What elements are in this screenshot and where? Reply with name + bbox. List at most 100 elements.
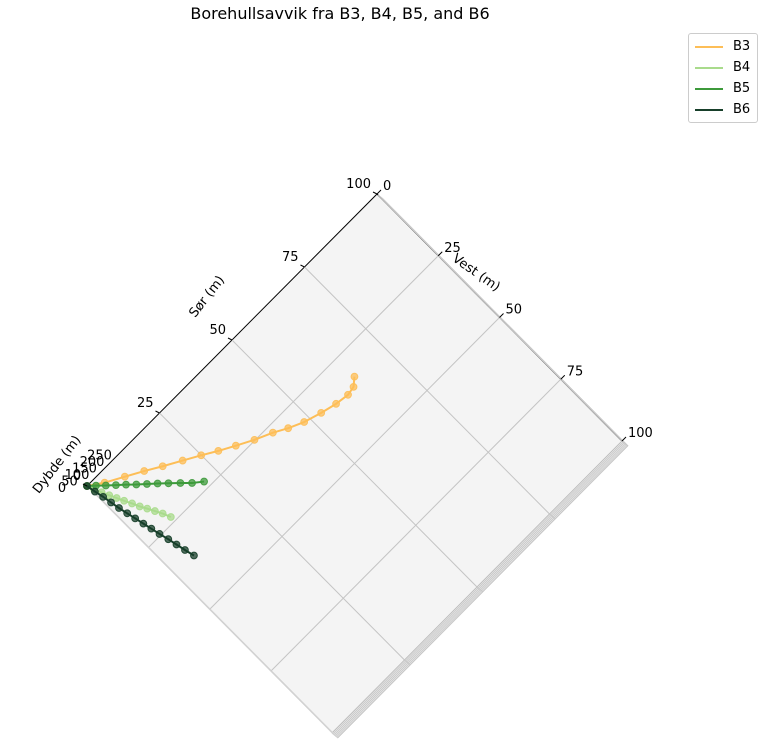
series-point-b6: [190, 551, 198, 560]
series-point-b6: [164, 535, 173, 544]
grid-layer: [87, 194, 629, 739]
legend-item-b3: B3: [695, 37, 755, 57]
z-tick-label: 200: [80, 455, 105, 470]
legend-label-b3: B3: [733, 39, 751, 54]
y-tick-label: 25: [137, 396, 154, 411]
x-tick: [499, 313, 504, 318]
series-point-b6: [99, 492, 108, 501]
series-point-b5: [176, 479, 185, 487]
series-point-b6: [139, 519, 148, 528]
x-tick: [621, 436, 627, 442]
series-point-b5: [143, 480, 151, 488]
series-point-b6: [123, 509, 132, 518]
y-tick-label: 50: [209, 323, 226, 338]
grid-line-y: [209, 317, 500, 610]
series-layer: [83, 372, 359, 560]
series-point-b3: [268, 428, 277, 437]
series-point-b3: [284, 424, 293, 433]
x-tick: [376, 189, 382, 195]
legend-item-b4: B4: [695, 58, 755, 78]
series-point-b4: [143, 504, 152, 513]
z-tick-label: 100: [65, 468, 90, 483]
series-point-b3: [140, 467, 149, 475]
series-point-b6: [147, 524, 156, 533]
series-point-b3: [250, 435, 259, 444]
grid-line-x: [304, 266, 550, 515]
series-point-b3: [350, 372, 359, 381]
series-point-b4: [151, 507, 159, 515]
grid-line-depth-left: [92, 490, 339, 739]
y-tick: [372, 191, 378, 195]
series-point-b3: [197, 451, 206, 460]
grid-line-side-y: [499, 317, 506, 323]
legend: B3 B4 B5 B6: [688, 33, 758, 123]
series-point-b6: [131, 514, 140, 523]
y-tick-label: 75: [282, 250, 299, 265]
series-point-b3: [300, 418, 309, 426]
y-tick: [227, 337, 233, 341]
legend-label-b6: B6: [733, 102, 751, 117]
series-point-b3: [178, 456, 187, 465]
series-point-b3: [349, 382, 358, 391]
series-point-b3: [231, 441, 240, 450]
legend-label-b5: B5: [733, 81, 751, 96]
z-tick-label: 150: [72, 462, 97, 477]
x-tick: [437, 251, 443, 257]
x-tick: [560, 374, 566, 380]
x-tick-label: 25: [444, 241, 461, 256]
series-point-b5: [101, 481, 110, 490]
series-point-b3: [158, 462, 167, 471]
series-point-b5: [112, 481, 120, 489]
z-tick-label: 250: [87, 449, 112, 464]
series-point-b4: [158, 509, 167, 518]
x-tick-label: 50: [506, 303, 523, 318]
x-tick-label: 0: [383, 179, 391, 194]
series-point-b6: [181, 546, 189, 554]
grid-line-y: [270, 378, 562, 672]
series-point-b4: [120, 496, 128, 505]
series-point-b3: [120, 472, 129, 481]
grid-line-side-y: [560, 378, 567, 385]
y-tick: [82, 483, 88, 487]
series-point-b6: [172, 540, 181, 549]
grid-line-side-x: [476, 586, 484, 593]
series-point-b5: [188, 479, 196, 487]
legend-item-b6: B6: [695, 100, 755, 120]
legend-label-b4: B4: [733, 60, 751, 75]
series-point-b6: [91, 487, 99, 496]
grid-line-side-x: [404, 659, 411, 666]
series-point-b5: [200, 477, 208, 486]
series-point-b5: [153, 479, 162, 488]
legend-swatch-b5: [695, 88, 723, 90]
series-point-b6: [155, 530, 164, 538]
x-tick-label: 75: [567, 364, 584, 379]
z-tick-label: 0: [58, 481, 66, 496]
series-point-b3: [332, 399, 340, 408]
y-tick-label: 100: [346, 177, 371, 192]
series-point-b4: [166, 513, 175, 521]
z-tick-label: 50: [61, 475, 78, 490]
series-point-b4: [135, 502, 144, 511]
series-point-b3: [344, 390, 352, 399]
y-tick-label: 0: [73, 469, 81, 484]
legend-item-b5: B5: [695, 79, 755, 99]
series-point-b3: [214, 447, 223, 455]
series-point-b4: [128, 499, 136, 508]
series-point-b3: [317, 408, 326, 417]
series-point-b6: [115, 504, 123, 512]
legend-swatch-b4: [695, 67, 723, 69]
y-axis-label: Sør (m): [186, 273, 228, 320]
grid-line-depth: [337, 198, 629, 739]
y-tick: [155, 410, 160, 414]
legend-swatch-b3: [695, 46, 723, 48]
y-tick: [300, 264, 305, 268]
legend-swatch-b6: [695, 109, 723, 111]
series-point-b5: [164, 479, 173, 488]
series-point-b5: [132, 480, 141, 489]
x-tick-label: 100: [628, 426, 653, 441]
grid-line-side-x: [549, 513, 556, 520]
grid-line-side-y: [437, 255, 445, 261]
chart-title: Borehullsavvik fra B3, B4, B5, and B6: [190, 4, 489, 23]
